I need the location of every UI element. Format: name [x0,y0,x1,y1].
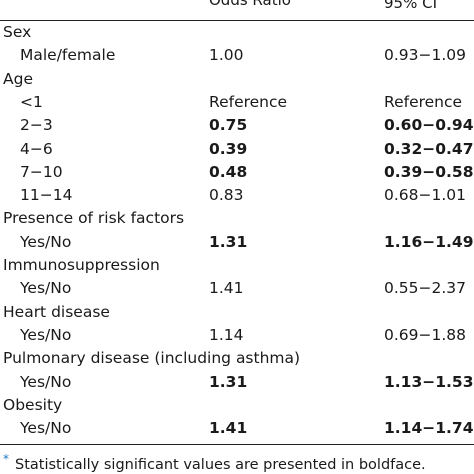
ci-cell: Reference [384,92,463,111]
row-label: 2−3 [20,116,53,135]
row-label: Male/female [20,46,116,65]
ci-cell: 1.16−1.49 [384,232,474,251]
ci-header-label: 95% CI [384,0,438,12]
odds-ratio-column-header: Odds Ratio [209,0,291,9]
table-row: 7−10 0.48 0.39−0.58 [0,163,474,186]
ci-cell: 0.69−1.88 [384,325,467,344]
group-label: Presence of risk factors [3,209,185,228]
odds-ratio-cell: 1.31 [209,232,248,251]
table-row: 2−3 0.75 0.60−0.94 [0,116,474,139]
table-row: <1 Reference Reference [0,93,474,116]
group-label: Age [3,69,33,88]
table-row: Yes/No 1.41 0.55−2.37 [0,279,474,302]
row-label: Yes/No [20,325,72,344]
ci-cell: 1.14−1.74 [384,419,474,438]
row-label: Yes/No [20,232,72,251]
table-group-row: Age [0,70,474,93]
table-group-row: Obesity [0,396,474,419]
row-label: 11−14 [20,186,73,205]
odds-ratio-cell: 1.00 [209,46,244,65]
odds-ratio-cell: 0.83 [209,186,244,205]
ci-column-header: 95% CI* [384,0,443,12]
group-label: Pulmonary disease (including asthma) [3,349,301,368]
header-rule [0,20,474,21]
odds-ratio-cell: 1.41 [209,279,244,298]
table-group-row: Pulmonary disease (including asthma) [0,349,474,372]
table-row: Yes/No 1.31 1.13−1.53 [0,373,474,396]
row-label: <1 [20,92,43,111]
odds-ratio-cell: 0.75 [209,116,248,135]
footnote-text: Statistically significant values are pre… [15,456,426,473]
row-label: Yes/No [20,279,72,298]
odds-ratio-cell: 0.39 [209,139,248,158]
table-row: Yes/No 1.14 0.69−1.88 [0,326,474,349]
odds-ratio-cell: Reference [209,92,288,111]
ci-cell: 0.39−0.58 [384,162,474,181]
table-row: 4−6 0.39 0.32−0.47 [0,140,474,163]
table-row: 11−14 0.83 0.68−1.01 [0,186,474,209]
odds-ratio-cell: 1.31 [209,372,248,391]
bottom-rule [0,444,474,445]
footnote-star: * [3,452,9,466]
footnote-marker[interactable]: * [437,0,443,5]
row-label: Yes/No [20,372,72,391]
odds-ratio-cell: 0.48 [209,162,248,181]
group-label: Heart disease [3,302,110,321]
table-group-row: Sex [0,23,474,46]
table-row: Male/female 1.00 0.93−1.09 [0,46,474,69]
ci-cell: 0.32−0.47 [384,139,474,158]
table-footnote: * Statistically significant values are pr… [3,452,426,473]
group-label: Obesity [3,395,63,414]
table-group-row: Presence of risk factors [0,209,474,232]
ci-cell: 0.60−0.94 [384,116,474,135]
table-row: Yes/No 1.31 1.16−1.49 [0,233,474,256]
odds-ratio-cell: 1.14 [209,325,244,344]
ci-cell: 0.55−2.37 [384,279,467,298]
ci-cell: 1.13−1.53 [384,372,474,391]
odds-ratio-cell: 1.41 [209,419,248,438]
table-header: Odds Ratio 95% CI* [0,0,474,13]
group-label: Sex [3,23,32,41]
row-label: Yes/No [20,419,72,438]
ci-cell: 0.93−1.09 [384,46,467,65]
row-label: 7−10 [20,162,63,181]
table-row: Yes/No 1.41 1.14−1.74 [0,419,474,442]
table-group-row: Immunosuppression [0,256,474,279]
group-label: Immunosuppression [3,256,160,274]
ci-cell: 0.68−1.01 [384,186,467,205]
table-group-row: Heart disease [0,303,474,326]
row-label: 4−6 [20,139,53,158]
